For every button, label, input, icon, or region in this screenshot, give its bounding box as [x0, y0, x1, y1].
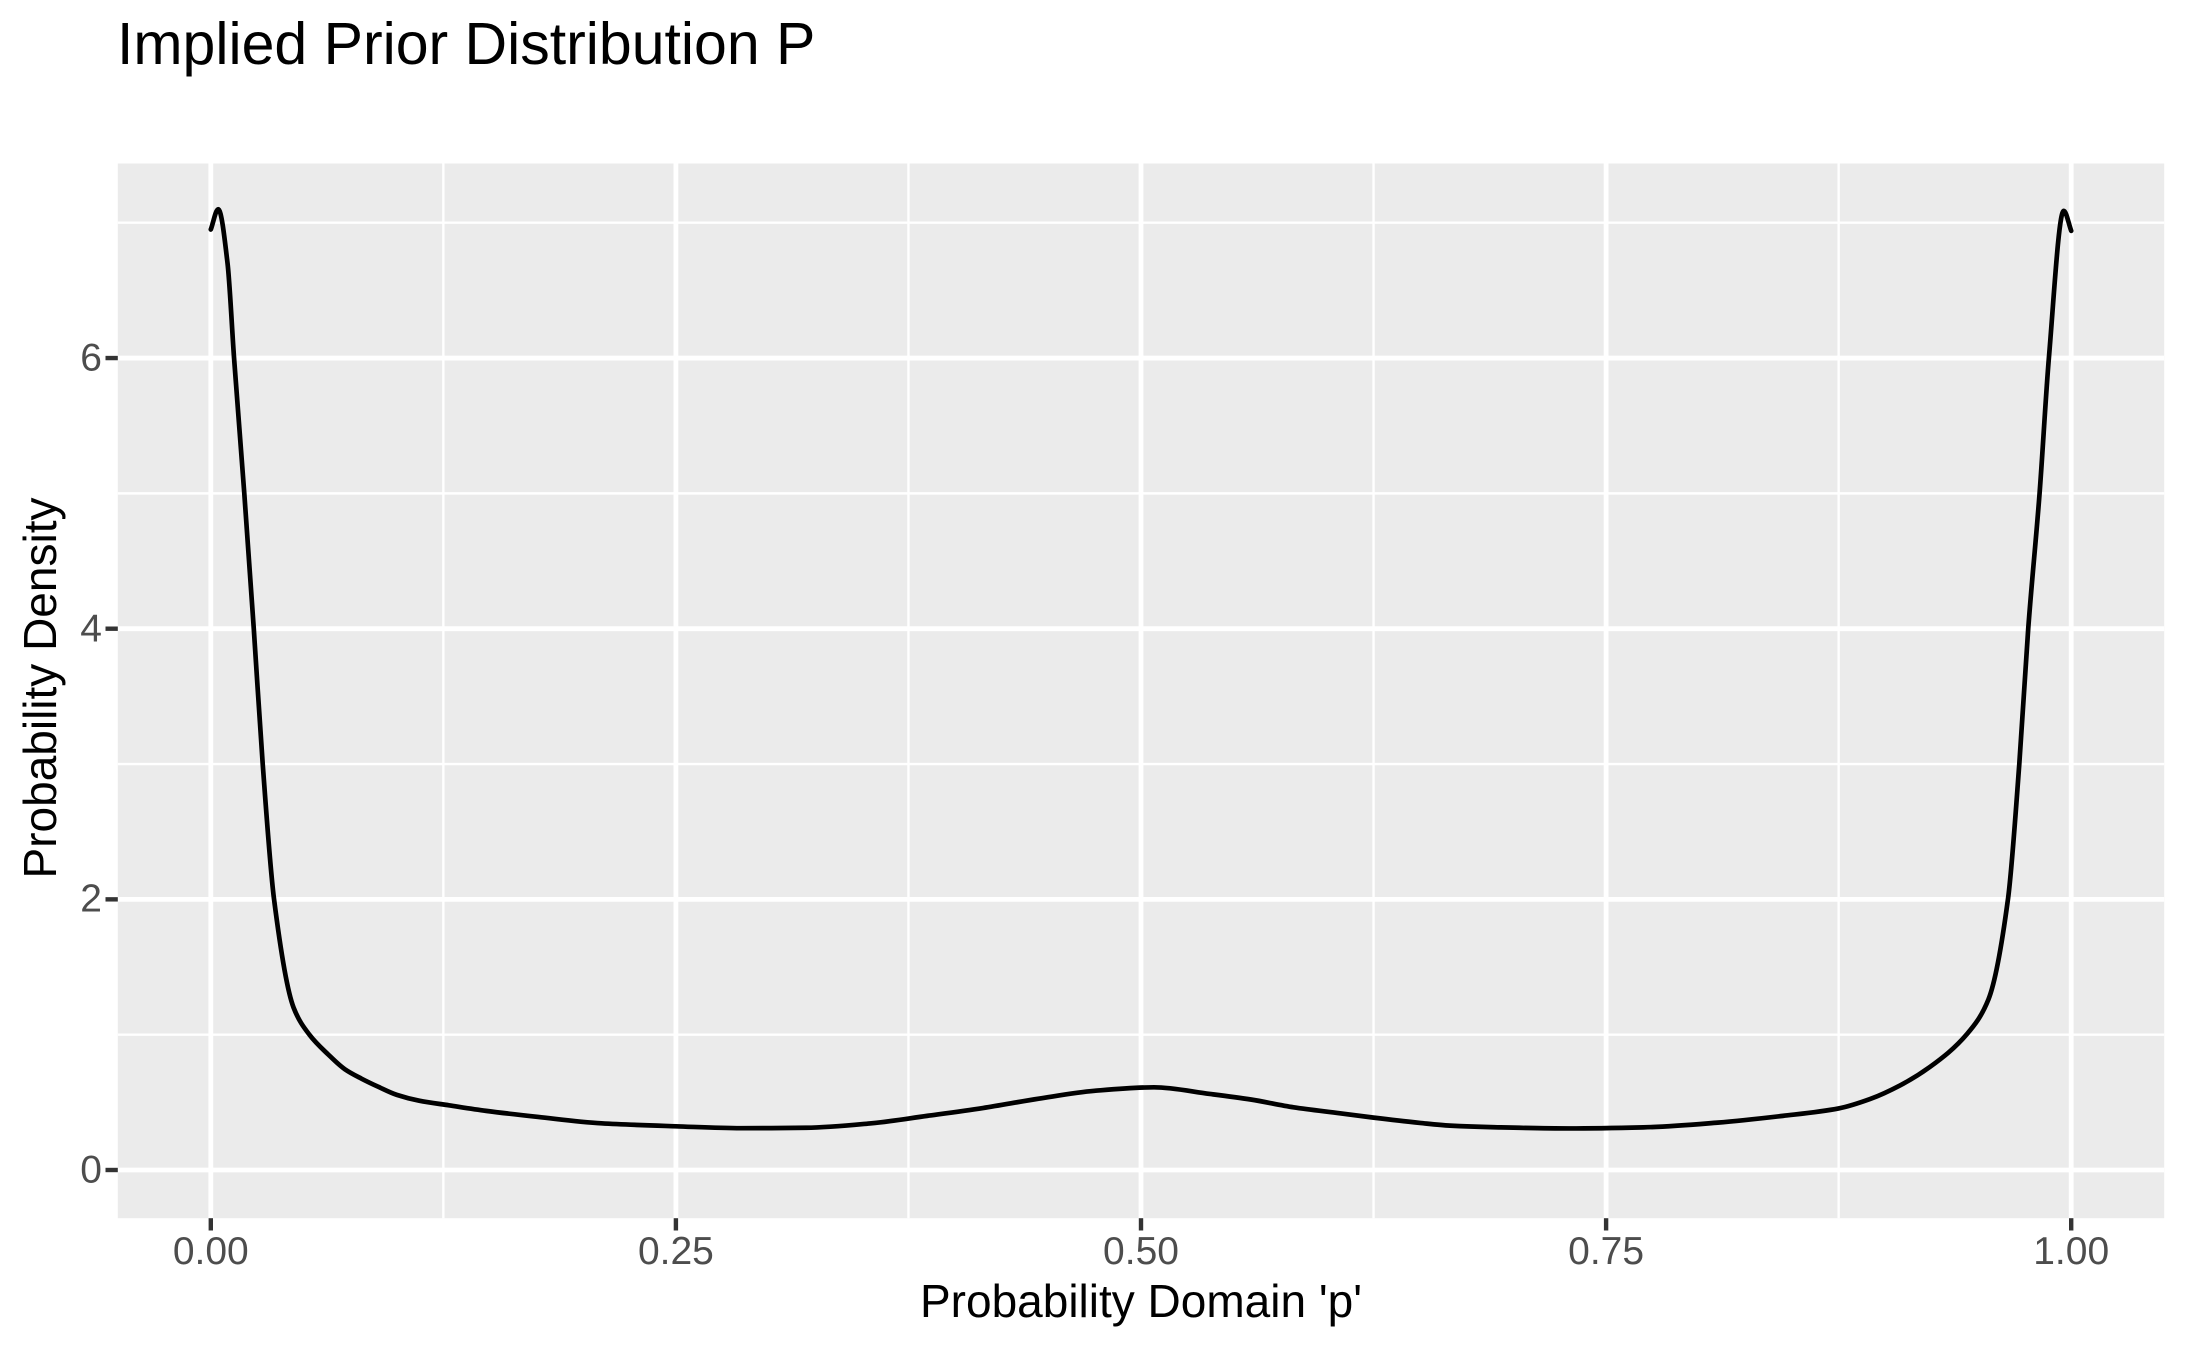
y-tick-label-4: 4 — [80, 607, 102, 651]
x-tick-label-1.00: 1.00 — [2033, 1230, 2110, 1273]
x-axis-title: Probability Domain 'p' — [920, 1275, 1362, 1327]
x-tick-label-0.75: 0.75 — [1568, 1230, 1645, 1273]
y-tick-label-0: 0 — [80, 1148, 102, 1192]
plot-title: Implied Prior Distribution P — [117, 11, 816, 77]
major-gridlines — [117, 163, 2165, 1219]
x-tick-label-0.50: 0.50 — [1103, 1230, 1179, 1273]
y-axis-title: Probability Density — [14, 497, 66, 879]
x-tick-label-0.00: 0.00 — [172, 1230, 249, 1273]
density-curve — [208, 206, 2074, 1131]
axis-tick-marks — [105, 355, 2074, 1231]
y-tick-label-2: 2 — [80, 877, 102, 921]
x-tick-label-0.25: 0.25 — [637, 1230, 714, 1273]
y-tick-label-6: 6 — [80, 336, 102, 380]
